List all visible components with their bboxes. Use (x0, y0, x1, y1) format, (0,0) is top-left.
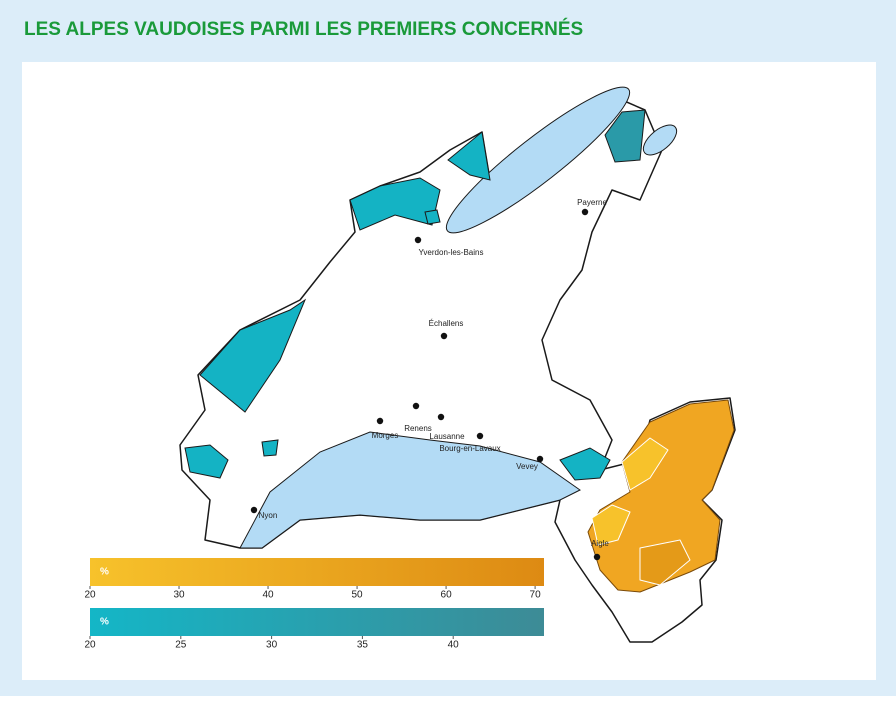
legends: % 20 30 40 50 60 70% 20 25 30 35 40 (84, 558, 544, 651)
legend-tick-label: 20 (84, 640, 96, 651)
teal-regions (184, 109, 646, 481)
legend-tick-label: 70 (530, 590, 542, 601)
legend-bar (90, 558, 544, 586)
region-teal (261, 439, 279, 457)
lakes (239, 86, 678, 549)
region-teal (184, 444, 229, 479)
region-teal (447, 131, 491, 181)
lake (239, 431, 581, 549)
region-teal (199, 298, 307, 413)
city-dot (376, 417, 384, 425)
city-dot (440, 332, 448, 340)
region-teal (604, 109, 646, 163)
city-dot (476, 432, 484, 440)
city-label: Bourg-en-Lavaux (439, 444, 500, 453)
city-label: Renens (404, 424, 432, 433)
lake (445, 86, 631, 234)
city-dot (414, 236, 422, 244)
city-dot (536, 455, 544, 463)
legend-tick-label: 30 (173, 590, 185, 601)
legend-tick-label: 25 (175, 640, 187, 651)
city-dot (250, 506, 258, 514)
legend-tick-label: 35 (357, 640, 369, 651)
legend-tick-label: 30 (266, 640, 278, 651)
city-label: Vevey (516, 462, 538, 471)
city-label: Aigle (591, 539, 609, 548)
city-label: Nyon (259, 511, 278, 520)
city-label: Échallens (429, 319, 464, 328)
region-mid (639, 539, 691, 586)
legend-tick-label: 20 (84, 590, 96, 601)
legend-unit: % (100, 617, 109, 628)
city-label: Yverdon-les-Bains (419, 248, 484, 257)
legend-bar (90, 608, 544, 636)
city-dot (593, 553, 601, 561)
legend-unit: % (100, 567, 109, 578)
city-dot (437, 413, 445, 421)
legend-tick-label: 40 (262, 590, 274, 601)
city-label: Payerne (577, 198, 607, 207)
region-high (587, 399, 735, 593)
legend-tick-label: 40 (448, 640, 460, 651)
region-teal (349, 177, 441, 231)
city-dot (412, 402, 420, 410)
city-dot (581, 208, 589, 216)
city-label: Morges (372, 431, 399, 440)
region-mid (621, 437, 669, 491)
legend-tick-label: 50 (351, 590, 363, 601)
cities: Payerne Yverdon-les-Bains Échallens Renens M… (250, 198, 609, 561)
title: LES ALPES VAUDOISES PARMI LES PREMIERS C… (24, 18, 583, 40)
legend-tick-label: 60 (441, 590, 453, 601)
region-teal (559, 447, 611, 481)
lake (642, 124, 678, 156)
region-mid (591, 504, 631, 546)
city-label: Lausanne (429, 432, 465, 441)
region-teal (424, 209, 441, 225)
